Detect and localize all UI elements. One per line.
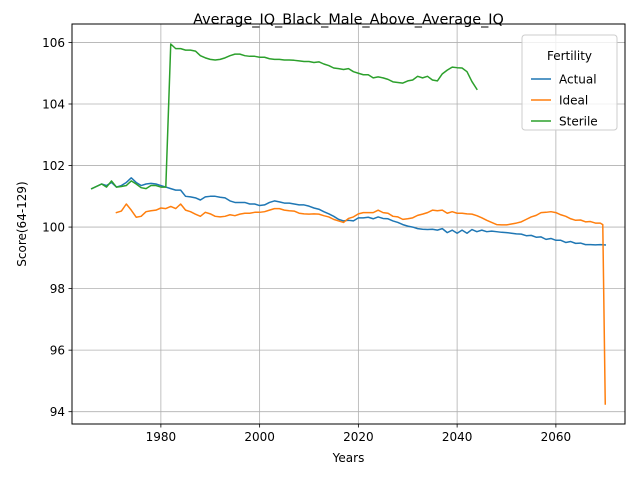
plot-area-frame [71,23,626,425]
series-lines [90,43,607,405]
legend-label-ideal: Ideal [559,93,588,107]
series-line-actual [90,177,607,246]
chart-title: Average_IQ_Black_Male_Above_Average_IQ [193,12,504,28]
y-tick-label: 104 [42,97,65,111]
series-line-sterile [90,43,478,190]
y-tick-label: 94 [50,405,65,419]
x-axis-label: Years [332,451,365,465]
x-tick-label: 2060 [541,430,572,444]
x-tick-label: 2040 [442,430,473,444]
y-tick-label: 98 [50,282,65,296]
legend-box [521,34,618,131]
y-axis-ticks: 94 96 98 100 102 104 106 [42,36,72,419]
x-tick-label: 2000 [244,430,275,444]
legend: Fertility Actual Ideal Sterile [521,34,618,131]
x-tick-label: 1980 [146,430,177,444]
legend-entries: Actual Ideal Sterile [531,72,598,128]
series-line-ideal [115,203,607,405]
legend-title: Fertility [547,49,592,63]
legend-label-sterile: Sterile [559,114,598,128]
y-axis-label: Score(64-129) [15,181,29,266]
x-tick-label: 2020 [343,430,374,444]
x-axis-ticks: 1980 2000 2020 2040 2060 [146,424,572,444]
y-tick-label: 100 [42,220,65,234]
grid [72,24,625,424]
y-tick-label: 96 [50,343,65,357]
legend-label-actual: Actual [559,72,597,86]
y-tick-label: 102 [42,159,65,173]
y-tick-label: 106 [42,36,65,50]
